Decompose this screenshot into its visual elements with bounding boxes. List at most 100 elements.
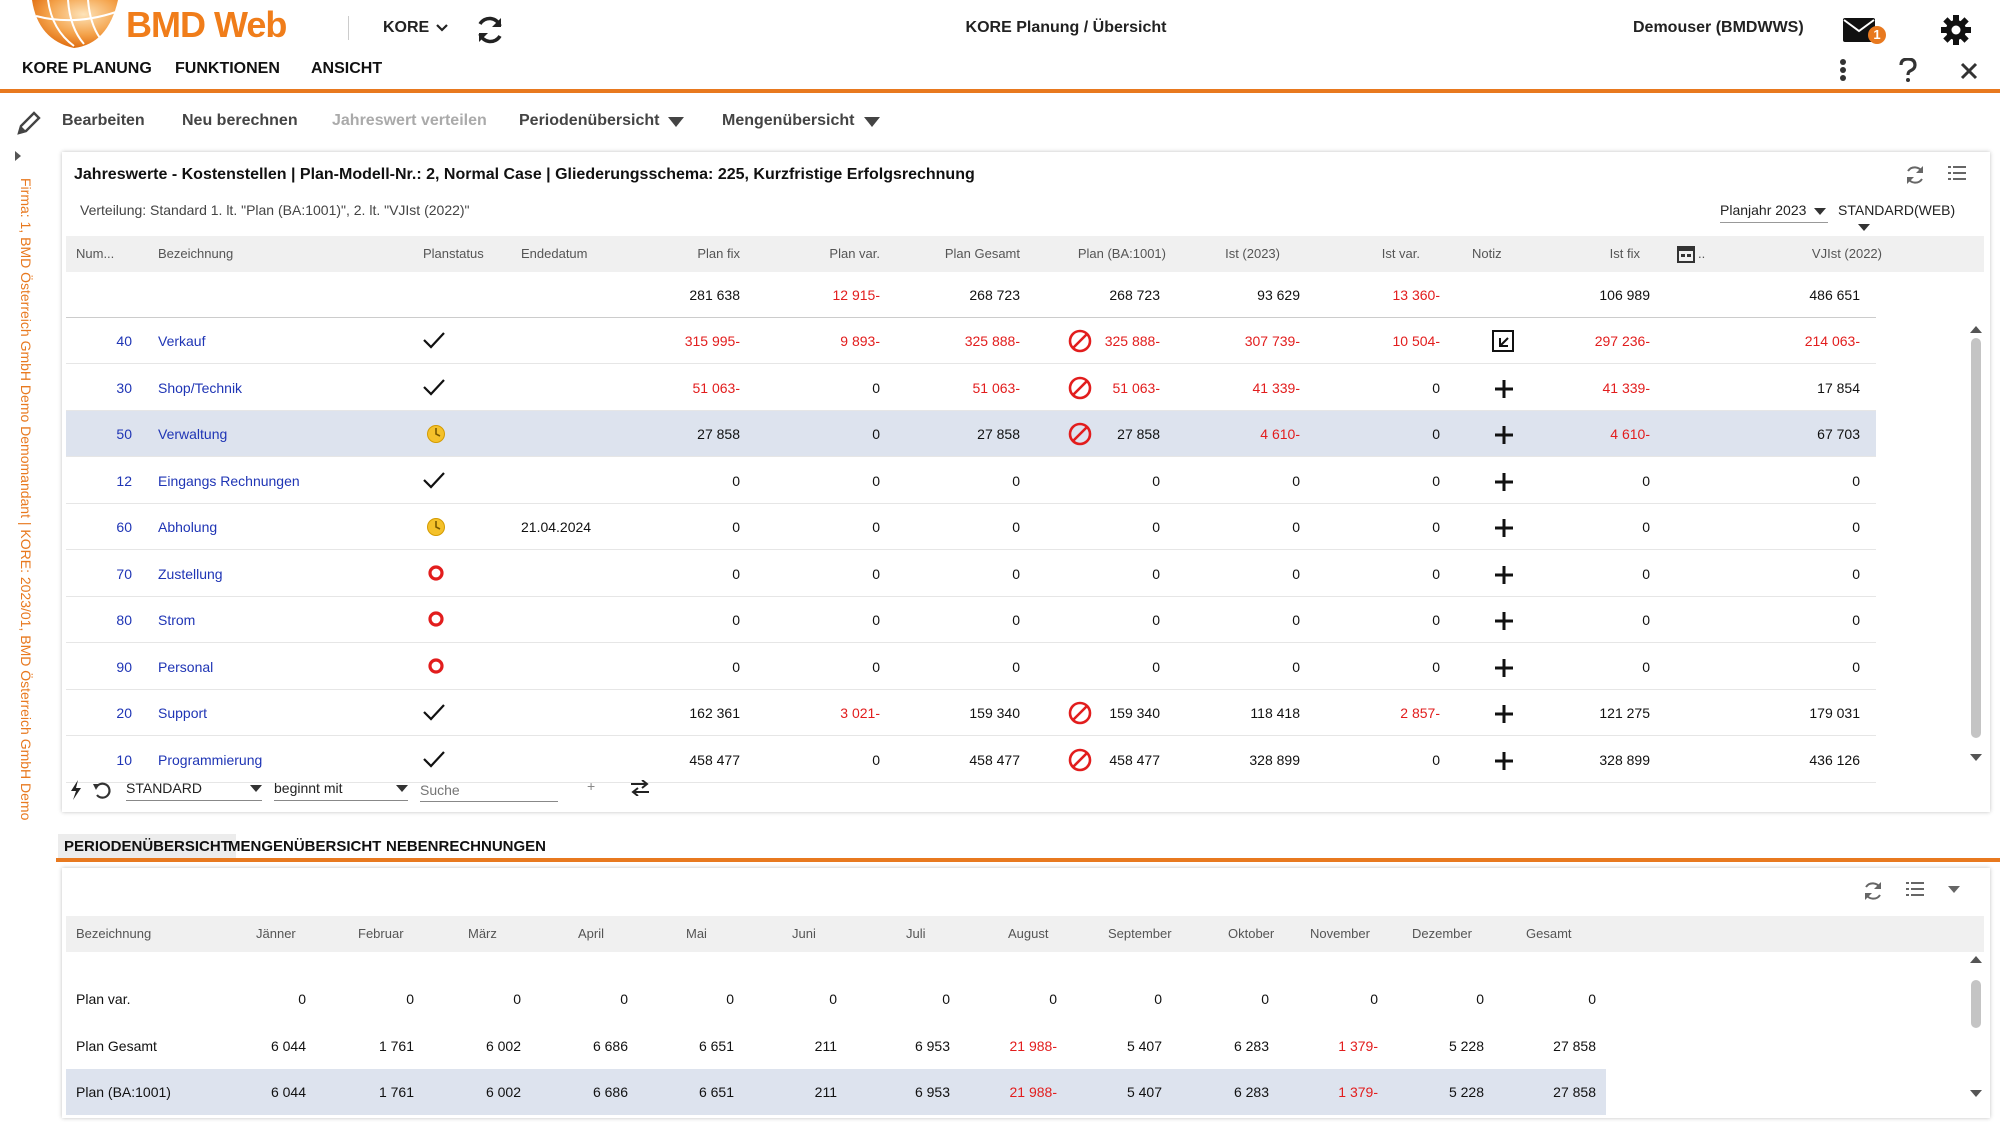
col-header-plan-var[interactable]: Plan var. [829,246,880,261]
row-name[interactable]: Zustellung [158,565,223,582]
vertical-scrollbar[interactable] [1971,338,1981,738]
company-dropdown[interactable]: KORE [383,19,448,37]
bearbeiten-button[interactable]: Bearbeiten [62,112,145,129]
col-header-endedatum[interactable]: Endedatum [521,246,588,261]
row-name[interactable]: Strom [158,612,196,628]
jahreswert-verteilen-button[interactable]: Jahreswert verteilen [332,112,487,129]
col-header-period-12[interactable]: Dezember [1412,926,1472,941]
lightning-icon[interactable] [70,780,82,800]
panel-refresh-icon[interactable] [1862,880,1884,902]
user-name[interactable]: Demouser (BMDWWS) [1633,19,1804,36]
col-header-period-0[interactable]: Bezeichnung [76,926,152,941]
table-row[interactable]: 10 Programmierung 458 477 0 458 477 328 899 0 3… [66,737,1876,783]
close-icon[interactable] [1960,62,1978,80]
table-row[interactable]: 12 Eingangs Rechnungen 0 0 0 0 0 0 0 0 [66,458,1876,504]
gear-icon[interactable] [1940,14,1972,46]
tab-nebenrechnungen[interactable]: NEBENRECHNUNGEN [386,838,547,855]
add-note-icon[interactable] [1494,751,1514,776]
expand-sidebar-icon[interactable] [14,150,22,162]
col-header-period-10[interactable]: Oktober [1228,926,1275,941]
col-header-ist[interactable]: Ist (2023) [1225,246,1280,261]
col-header-period-9[interactable]: September [1108,926,1172,941]
col-header-period-5[interactable]: Mai [686,926,707,941]
row-name[interactable]: Eingangs Rechnungen [158,472,300,489]
refresh-icon[interactable] [474,14,506,46]
tab-periodenuebersicht[interactable]: PERIODENÜBERSICHT [58,834,236,859]
add-note-icon[interactable] [1494,704,1514,729]
mengenuebersicht-caret-icon[interactable] [864,117,880,127]
col-header-ist-var[interactable]: Ist var. [1381,246,1420,261]
add-note-icon[interactable] [1494,518,1514,543]
row-number[interactable]: 80 [116,612,132,628]
collapse-panel-icon[interactable] [1948,886,1960,894]
row-number[interactable]: 40 [116,333,132,349]
add-note-icon[interactable] [1494,658,1514,683]
row-number[interactable]: 50 [116,426,132,442]
menu-kore-planung[interactable]: KORE PLANUNG [22,60,152,77]
col-header-plan-gesamt[interactable]: Plan Gesamt [944,246,1020,261]
row-number[interactable]: 12 [116,472,132,489]
table-row[interactable]: 70 Zustellung 0 0 0 0 0 0 0 0 [66,551,1876,597]
row-name[interactable]: Programmierung [158,751,263,768]
periodenuebersicht-button[interactable]: Periodenübersicht [519,112,660,129]
table-row[interactable]: 30 Shop/Technik 51 063- 0 51 063- 41 339- 0 41 … [66,365,1876,411]
row-name[interactable]: Shop/Technik [158,379,243,396]
row-name[interactable]: Support [158,705,208,721]
col-header-period-3[interactable]: März [468,926,497,941]
table-row[interactable]: 80 Strom 0 0 0 0 0 0 0 0 [66,597,1876,643]
col-header-plan-ba[interactable]: Plan (BA:1001) [1077,246,1166,261]
add-filter-icon[interactable]: + [587,778,596,794]
layout-select[interactable]: STANDARD(WEB) [1838,202,1980,239]
planjahr-select[interactable]: Planjahr 2023 [1720,202,1828,223]
scroll-up-icon[interactable] [1970,326,1982,333]
note-icon[interactable] [1492,330,1514,357]
scroll-up-icon[interactable] [1970,956,1982,963]
table-row[interactable]: Plan Gesamt 6 044 1 761 6 002 6 686 6 651 211 6… [66,1023,1606,1069]
more-vertical-icon[interactable] [1838,58,1848,82]
scroll-down-icon[interactable] [1970,754,1982,761]
tab-mengenuebersicht[interactable]: MENGENÜBERSICHT [228,838,382,855]
table-row[interactable]: 50 Verwaltung 27 858 0 27 858 4 610- 0 4 610- 67… [66,411,1876,457]
col-header-period-2[interactable]: Februar [358,926,404,941]
col-header-ist-fix[interactable]: Ist fix [1609,246,1640,261]
col-header-period-6[interactable]: Juni [792,926,816,941]
row-name[interactable]: Verkauf [158,333,206,349]
scroll-down-icon[interactable] [1970,1090,1982,1097]
col-header-planstatus[interactable]: Planstatus [423,246,484,261]
row-name[interactable]: Personal [158,658,214,675]
col-header-notiz[interactable]: Notiz [1472,246,1502,261]
swap-icon[interactable] [630,780,650,796]
add-note-icon[interactable] [1494,611,1514,636]
add-note-icon[interactable] [1494,425,1514,450]
row-name[interactable]: Abholung [158,519,218,535]
row-number[interactable]: 70 [116,565,132,582]
col-header-vjist[interactable]: VJIst (2022) [1811,246,1882,261]
col-header-period-8[interactable]: August [1008,926,1049,941]
search-input[interactable] [420,778,558,802]
edit-pencil-icon[interactable] [16,110,42,136]
row-name[interactable]: Verwaltung [158,426,228,442]
list-options-icon[interactable] [1948,164,1966,182]
table-row[interactable]: Plan (BA:1001) 6 044 1 761 6 002 6 686 6 651 2… [66,1069,1606,1115]
table-row[interactable]: 90 Personal 0 0 0 0 0 0 0 0 [66,644,1876,690]
mengenuebersicht-button[interactable]: Mengenübersicht [722,112,855,129]
table-row[interactable]: Plan var. 0 0 0 0 0 0 0 0 0 0 0 0 0 [66,976,1606,1022]
row-number[interactable]: 10 [116,751,132,768]
table-row[interactable]: 60 Abholung 21.04.2024 0 0 0 0 0 0 0 0 [66,504,1876,550]
neu-berechnen-button[interactable]: Neu berechnen [182,112,298,129]
table-row[interactable]: 40 Verkauf 315 995- 9 893- 325 888- 307 739- 1… [66,318,1876,364]
menu-ansicht[interactable]: ANSICHT [311,60,383,77]
list-options-icon[interactable] [1906,880,1924,898]
col-header-period-7[interactable]: Juli [906,926,926,941]
mail-button[interactable]: 1 [1843,16,1889,46]
col-header-num[interactable]: Num... [76,246,115,261]
row-number[interactable]: 20 [116,705,132,721]
panel-refresh-icon[interactable] [1904,164,1926,186]
col-header-period-4[interactable]: April [578,926,605,941]
col-header-period-13[interactable]: Gesamt [1526,926,1572,941]
filter-layout-select[interactable]: STANDARD [126,780,262,801]
filter-operator-select[interactable]: beginnt mit [274,780,408,801]
row-number[interactable]: 30 [116,379,132,396]
col-header-bezeichnung[interactable]: Bezeichnung [158,246,234,261]
menu-funktionen[interactable]: FUNKTIONEN [175,60,280,77]
